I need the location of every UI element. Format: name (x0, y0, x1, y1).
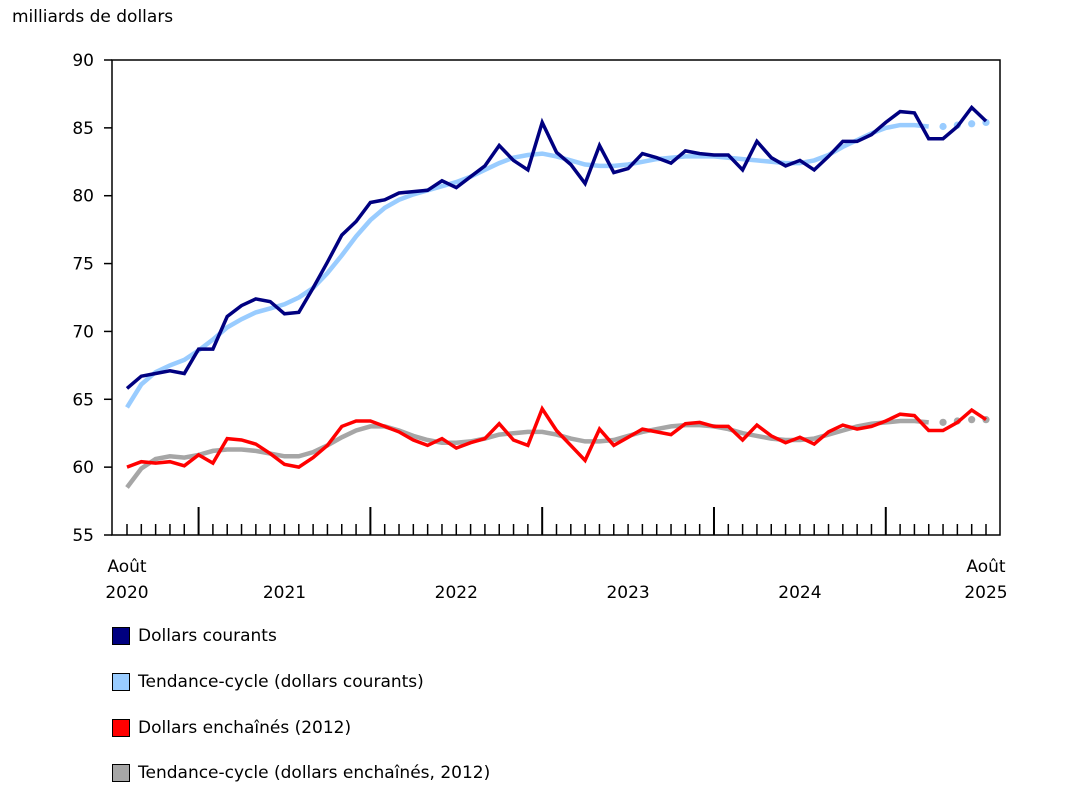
y-tick-label: 75 (72, 255, 94, 275)
y-tick-label: 90 (72, 51, 94, 71)
legend-label: Dollars enchaînés (2012) (138, 718, 352, 738)
legend-swatch (112, 627, 130, 645)
y-tick-label: 55 (72, 526, 94, 546)
series-point-dotted (939, 418, 947, 426)
legend-item-dollars-courants: Dollars courants (112, 626, 277, 646)
series-point-dotted (968, 416, 976, 424)
legend-item-tendance-enchaines: Tendance-cycle (dollars enchaînés, 2012) (112, 763, 490, 783)
x-tick-label: 2021 (263, 583, 306, 603)
y-tick-label: 85 (72, 119, 94, 139)
legend-label: Tendance-cycle (dollars enchaînés, 2012) (138, 763, 491, 783)
legend-item-dollars-enchaines: Dollars enchaînés (2012) (112, 718, 351, 738)
series-point-dotted (968, 120, 976, 128)
x-tick-label: 2023 (606, 583, 649, 603)
y-tick-label: 70 (72, 322, 94, 342)
legend-swatch (112, 764, 130, 782)
legend-item-tendance-courants: Tendance-cycle (dollars courants) (112, 672, 424, 692)
series-line-2 (126, 405, 987, 469)
y-axis-title: milliards de dollars (12, 7, 173, 27)
plot-frame (111, 59, 1001, 536)
x-tick-label: 2020 (105, 583, 148, 603)
x-tick-label: 2024 (778, 583, 821, 603)
x-tick-label: 2022 (435, 583, 478, 603)
series-point-dotted (939, 122, 947, 131)
x-tick-label: Août (107, 557, 147, 577)
x-tick-label: Août (966, 557, 1006, 577)
legend-swatch (112, 719, 130, 737)
y-tick-label: 60 (72, 458, 94, 478)
legend-swatch (112, 673, 130, 691)
x-tick-label: 2025 (964, 583, 1007, 603)
legend-label: Tendance-cycle (dollars courants) (138, 672, 424, 692)
series-line-3 (125, 418, 929, 489)
legend-label: Dollars courants (138, 626, 277, 646)
series-line-0 (125, 104, 988, 390)
y-tick-label: 80 (72, 187, 94, 207)
y-tick-label: 65 (72, 390, 94, 410)
